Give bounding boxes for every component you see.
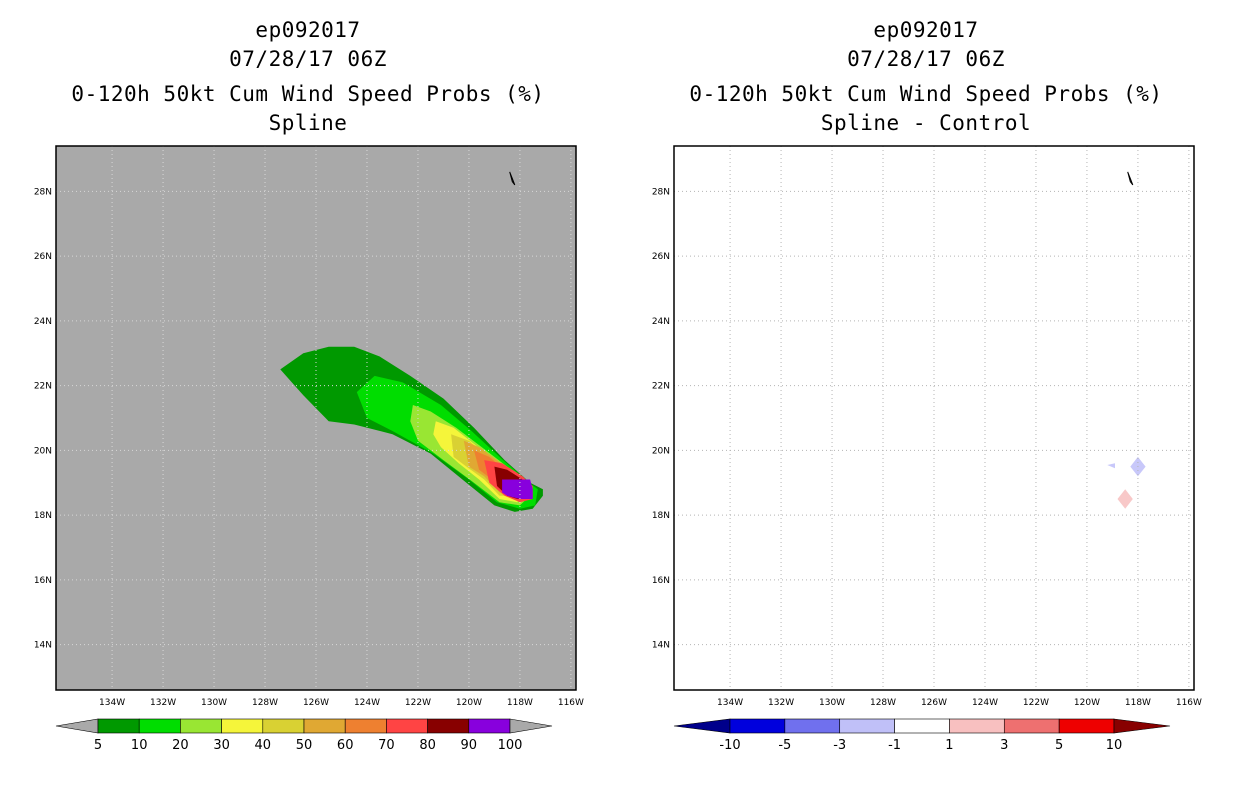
colorbar-label: 10	[131, 738, 148, 753]
right-chart-subtitle: Spline - Control	[820, 111, 1032, 135]
y-tick-label: 18N	[34, 511, 52, 521]
left-chart-title: 0-120h 50kt Cum Wind Speed Probs (%)	[71, 82, 545, 106]
colorbar-left-arrow	[673, 718, 731, 734]
colorbar-label: -3	[833, 738, 846, 753]
y-tick-label: 14N	[652, 641, 670, 651]
colorbar-label: 1	[945, 738, 953, 753]
x-tick-label: 134W	[717, 698, 743, 708]
colorbar-label: -1	[888, 738, 901, 753]
x-tick-label: 134W	[99, 698, 125, 708]
plot-frame	[55, 145, 577, 691]
colorbar-swatch	[729, 718, 786, 734]
x-tick-label: 130W	[201, 698, 227, 708]
colorbar-label: 50	[296, 738, 313, 753]
colorbar-swatch	[839, 718, 895, 734]
colorbar-left-arrow	[55, 718, 99, 734]
y-tick-label: 18N	[652, 511, 670, 521]
x-tick-label: 122W	[1023, 698, 1049, 708]
colorbar-label: 5	[94, 738, 102, 753]
y-tick-label: 24N	[34, 317, 52, 327]
left-panel-title: ep092017 07/28/17 06Z 0-120h 50kt Cum Wi…	[48, 16, 568, 138]
island-outline	[509, 171, 516, 186]
colorbar-swatch	[303, 718, 346, 734]
colorbar-label: 40	[255, 738, 272, 753]
x-tick-label: 126W	[303, 698, 329, 708]
y-tick-label: 28N	[652, 187, 670, 197]
colorbar-label: 80	[419, 738, 436, 753]
colorbar-swatch	[262, 718, 305, 734]
y-tick-label: 22N	[34, 382, 52, 392]
y-tick-label: 24N	[652, 317, 670, 327]
colorbar-swatch	[468, 718, 511, 734]
right-panel-title: ep092017 07/28/17 06Z 0-120h 50kt Cum Wi…	[666, 16, 1186, 138]
colorbar-label: 20	[172, 738, 189, 753]
x-tick-label: 116W	[1176, 698, 1202, 708]
x-tick-label: 120W	[1074, 698, 1100, 708]
x-tick-label: 132W	[768, 698, 794, 708]
colorbar-swatch	[427, 718, 470, 734]
colorbar-label: 60	[337, 738, 354, 753]
x-tick-label: 122W	[405, 698, 431, 708]
contour-2	[1117, 489, 1133, 509]
contour-9	[502, 479, 533, 499]
panel-0-group: 134W 132W 130W 128W 126W 124W 122W 120W 118W 116W…	[34, 145, 584, 753]
contour-1	[1107, 463, 1115, 469]
colorbar-swatch	[1058, 718, 1115, 734]
y-tick-label: 16N	[652, 576, 670, 586]
x-tick-label: 130W	[819, 698, 845, 708]
y-tick-label: 26N	[34, 252, 52, 262]
colorbar-right-arrow	[1113, 718, 1171, 734]
right-storm-id: ep092017	[873, 18, 979, 42]
y-tick-label: 14N	[34, 641, 52, 651]
y-tick-label: 20N	[34, 446, 52, 456]
colorbar-swatch	[784, 718, 841, 734]
x-tick-label: 128W	[870, 698, 896, 708]
colorbar-right-arrow	[509, 718, 553, 734]
right-chart-title: 0-120h 50kt Cum Wind Speed Probs (%)	[689, 82, 1163, 106]
colorbar-label: 100	[498, 738, 523, 753]
colorbar-swatch	[138, 718, 181, 734]
x-tick-label: 126W	[921, 698, 947, 708]
colorbar-label: 10	[1106, 738, 1123, 753]
colorbar-swatch	[949, 718, 1005, 734]
y-tick-label: 16N	[34, 576, 52, 586]
left-datetime: 07/28/17 06Z	[229, 47, 387, 71]
x-tick-label: 124W	[972, 698, 998, 708]
colorbar-label: 90	[461, 738, 478, 753]
right-datetime: 07/28/17 06Z	[847, 47, 1005, 71]
x-tick-label: 124W	[354, 698, 380, 708]
colorbar-swatch	[1003, 718, 1060, 734]
colorbar-swatch	[344, 718, 387, 734]
colorbar-label: -10	[719, 738, 740, 753]
x-tick-label: 120W	[456, 698, 482, 708]
x-tick-label: 118W	[507, 698, 533, 708]
colorbar-swatch	[386, 718, 428, 734]
colorbar-swatch	[97, 718, 140, 734]
x-tick-label: 128W	[252, 698, 278, 708]
colorbar-swatch	[180, 718, 222, 734]
colorbar-label: 30	[213, 738, 230, 753]
y-tick-label: 22N	[652, 382, 670, 392]
island-outline	[1127, 171, 1134, 186]
y-tick-label: 28N	[34, 187, 52, 197]
colorbar-label: -5	[778, 738, 791, 753]
colorbar-swatch	[221, 718, 264, 734]
plot-frame	[673, 145, 1195, 691]
left-chart-subtitle: Spline	[268, 111, 348, 135]
y-tick-label: 26N	[652, 252, 670, 262]
y-tick-label: 20N	[652, 446, 670, 456]
left-storm-id: ep092017	[255, 18, 361, 42]
colorbar-label: 3	[1000, 738, 1008, 753]
panel-1-group: 134W 132W 130W 128W 126W 124W 122W 120W 118W 116W…	[652, 145, 1202, 753]
colorbar-label: 70	[378, 738, 395, 753]
x-tick-label: 116W	[558, 698, 584, 708]
colorbar-label: 5	[1055, 738, 1063, 753]
colorbar-swatch	[894, 718, 950, 734]
x-tick-label: 118W	[1125, 698, 1151, 708]
x-tick-label: 132W	[150, 698, 176, 708]
